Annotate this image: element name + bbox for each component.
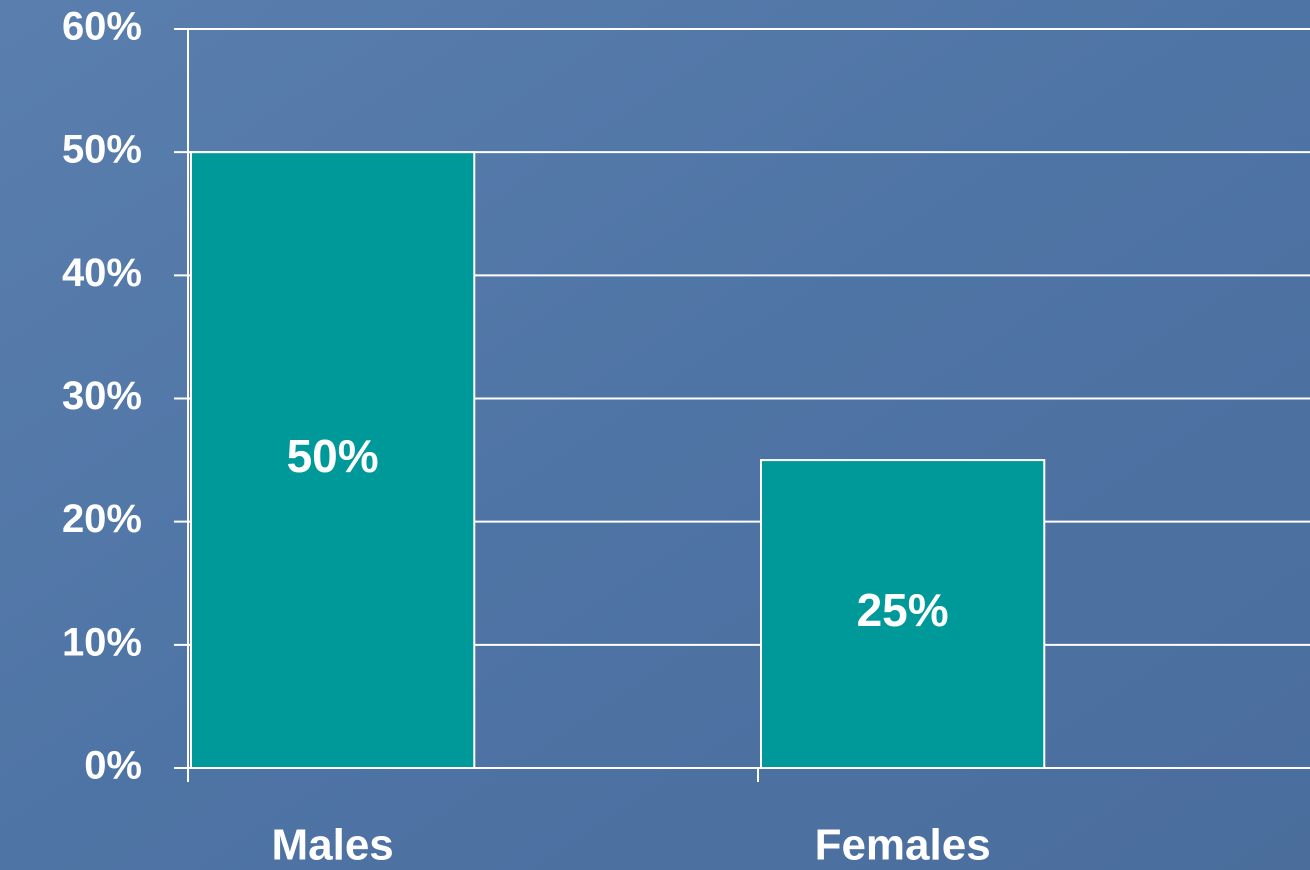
data-label: 50% xyxy=(287,430,379,482)
y-tick-label: 30% xyxy=(62,374,142,418)
data-label: 25% xyxy=(857,584,949,636)
bar xyxy=(190,151,476,769)
y-tick-label: 50% xyxy=(62,128,142,172)
y-tick-label: 60% xyxy=(62,5,142,49)
y-tick-label: 40% xyxy=(62,251,142,295)
x-tick-label: Females xyxy=(815,821,991,870)
y-tick-label: 0% xyxy=(84,744,142,788)
y-tick-label: 20% xyxy=(62,497,142,541)
y-tick-label: 10% xyxy=(62,620,142,664)
bar xyxy=(760,459,1046,769)
x-tick-label: Males xyxy=(271,821,393,870)
